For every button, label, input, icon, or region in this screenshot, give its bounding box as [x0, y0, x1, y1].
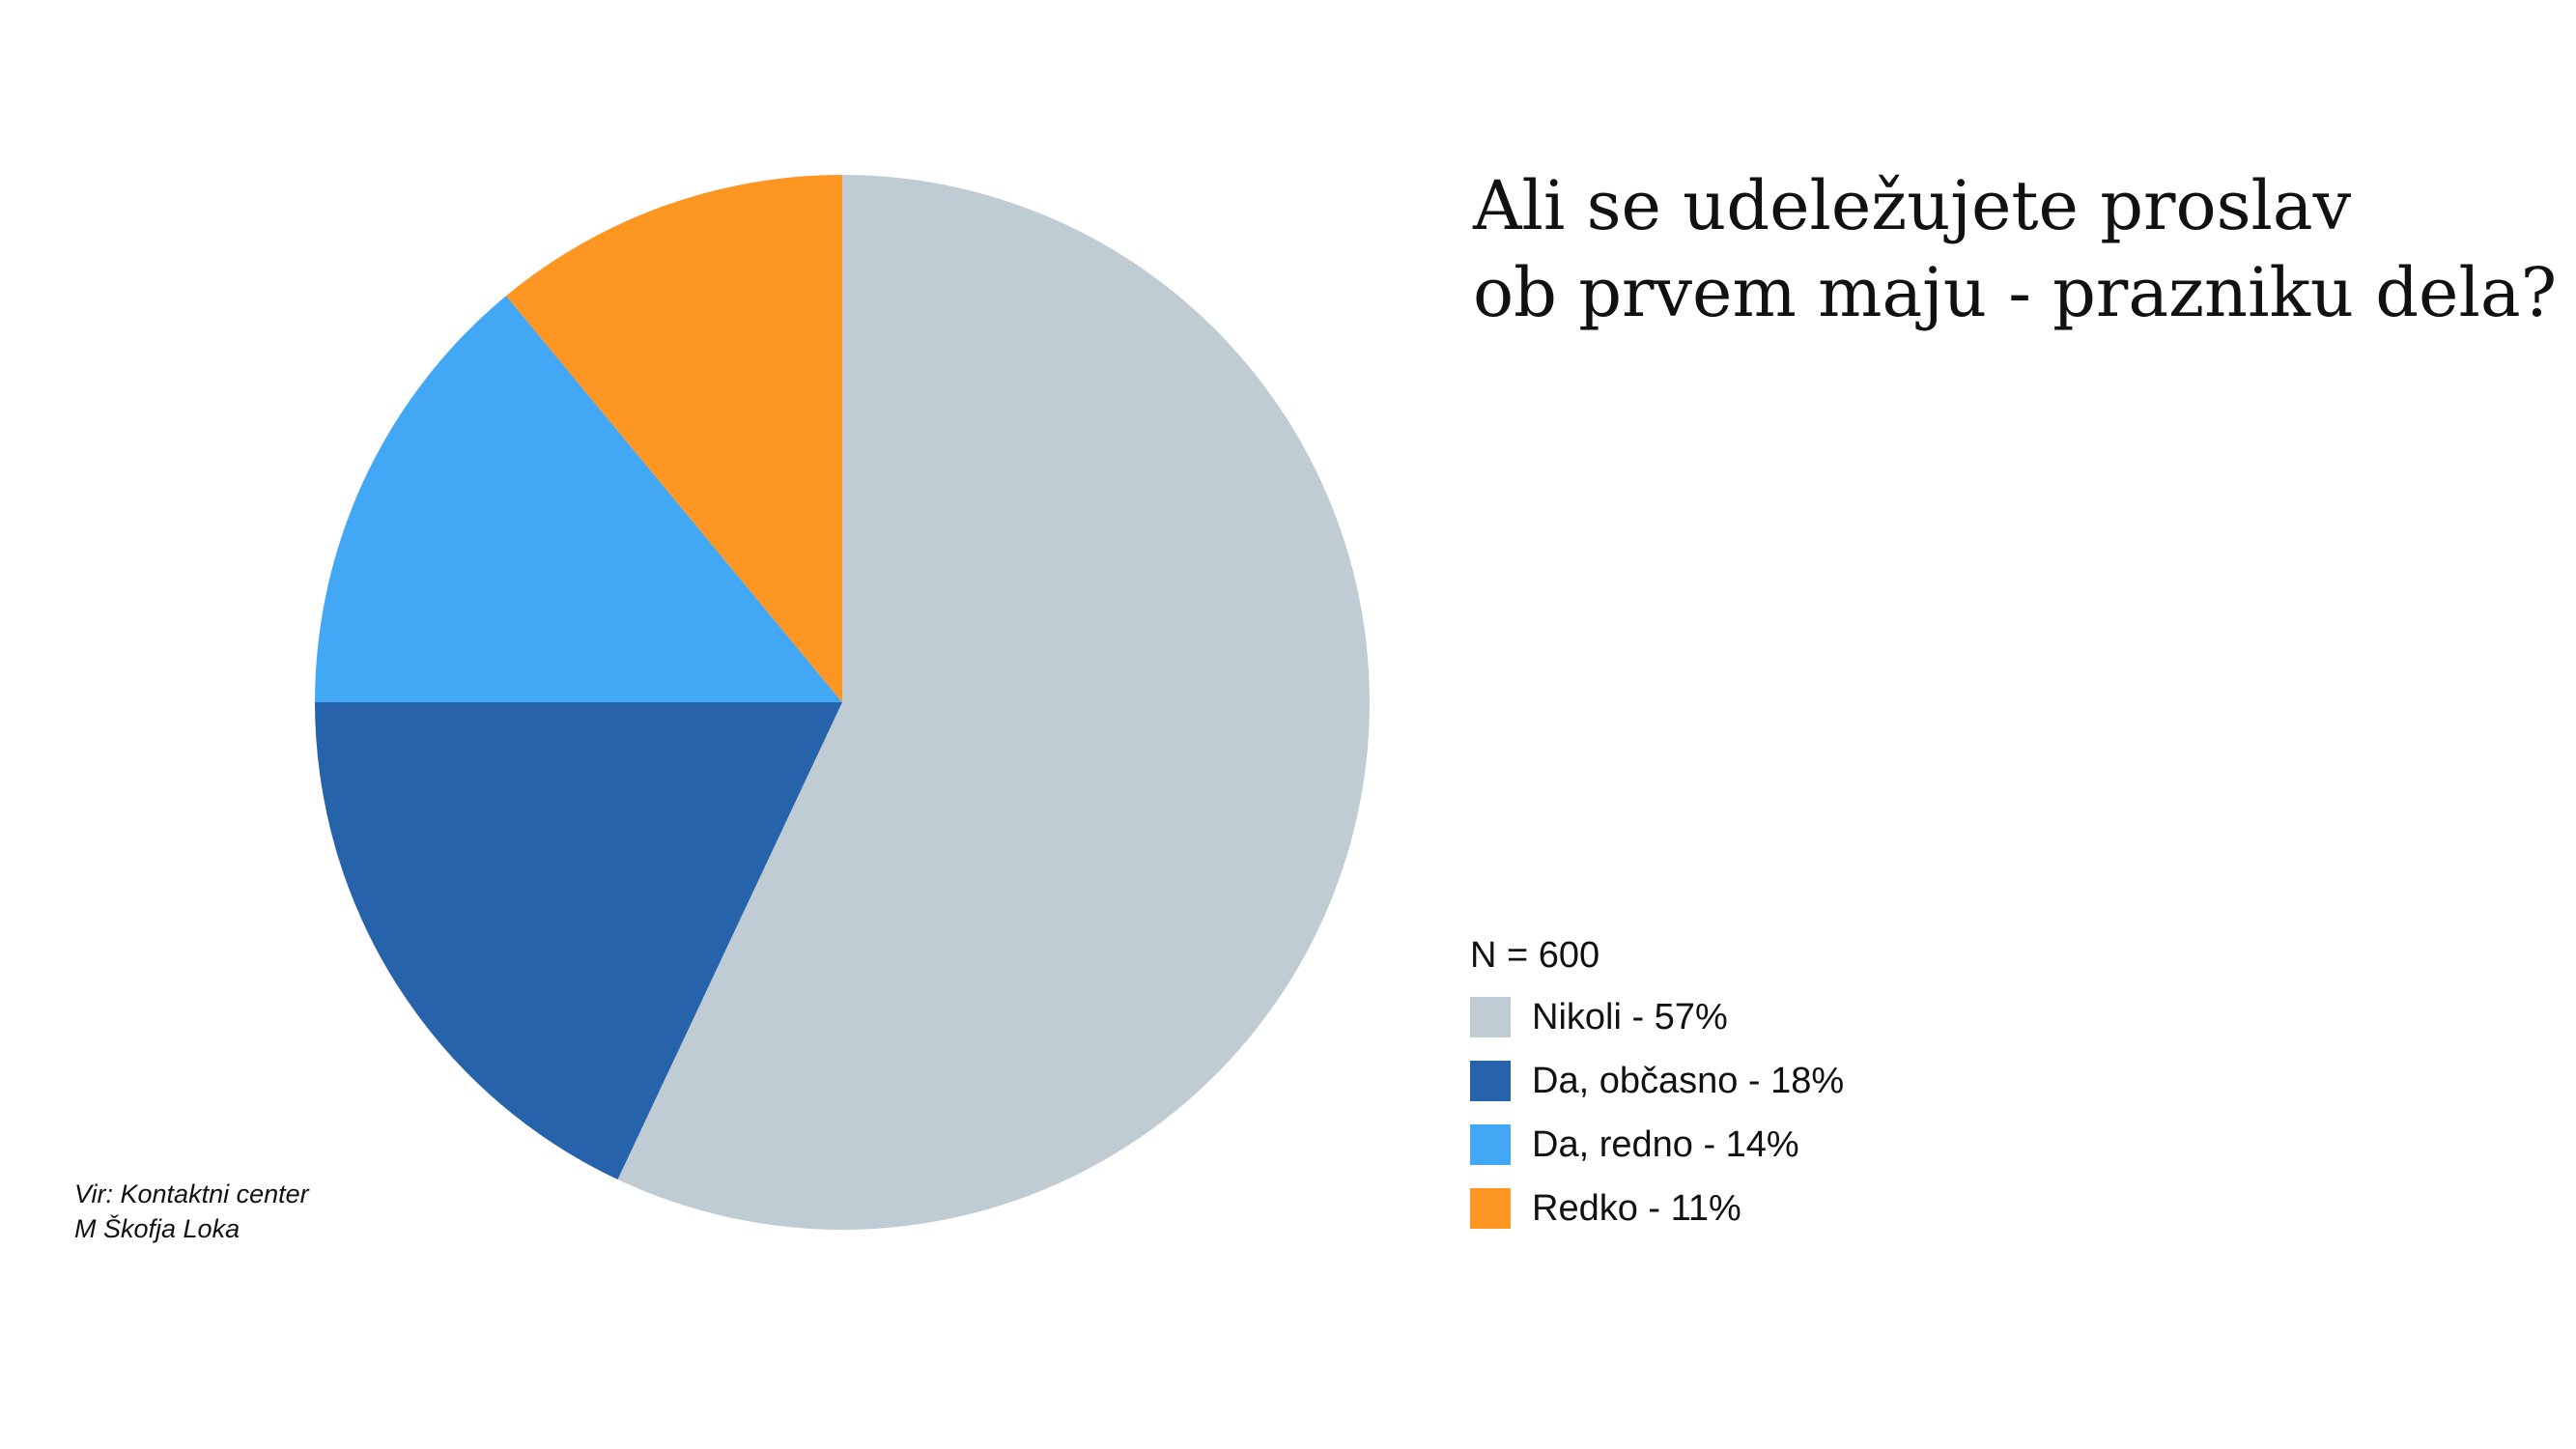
- sample-size-note: N = 600: [1470, 935, 1600, 976]
- legend-item-nikoli: Nikoli - 57%: [1470, 985, 2436, 1049]
- legend-item-obcasno: Da, občasno - 18%: [1470, 1049, 2436, 1113]
- source-note: Vir: Kontaktni center M Škofja Loka: [74, 1177, 309, 1246]
- legend-item-redno: Da, redno - 14%: [1470, 1113, 2436, 1177]
- legend-label-nikoli: Nikoli - 57%: [1532, 996, 1728, 1037]
- legend-item-redko: Redko - 11%: [1470, 1177, 2436, 1240]
- legend-label-redno: Da, redno - 14%: [1532, 1123, 1799, 1165]
- pie-slice-nikoli: [617, 175, 1371, 1231]
- legend-swatch-redko: [1470, 1188, 1511, 1229]
- chart-title: Ali se udeležujete proslav ob prvem maju…: [1473, 162, 2558, 336]
- legend-swatch-redno: [1470, 1124, 1511, 1165]
- legend-swatch-nikoli: [1470, 997, 1511, 1037]
- source-line-1: Vir: Kontaktni center: [74, 1179, 309, 1208]
- pie-slice-redko: [505, 175, 842, 702]
- legend-label-redko: Redko - 11%: [1532, 1187, 1741, 1229]
- pie-slice-obcasno: [315, 702, 842, 1180]
- pie-slice-redno: [315, 296, 842, 702]
- pie-chart: [315, 175, 1371, 1231]
- chart-title-line-1: Ali se udeležujete proslav: [1473, 166, 2352, 245]
- legend-swatch-obcasno: [1470, 1061, 1511, 1101]
- legend: N = 600 Nikoli - 57% Da, občasno - 18% D…: [1470, 925, 2436, 1240]
- source-line-2: M Škofja Loka: [74, 1214, 241, 1243]
- chart-title-line-2: ob prvem maju - prazniku dela?: [1473, 253, 2558, 332]
- legend-label-obcasno: Da, občasno - 18%: [1532, 1060, 1845, 1101]
